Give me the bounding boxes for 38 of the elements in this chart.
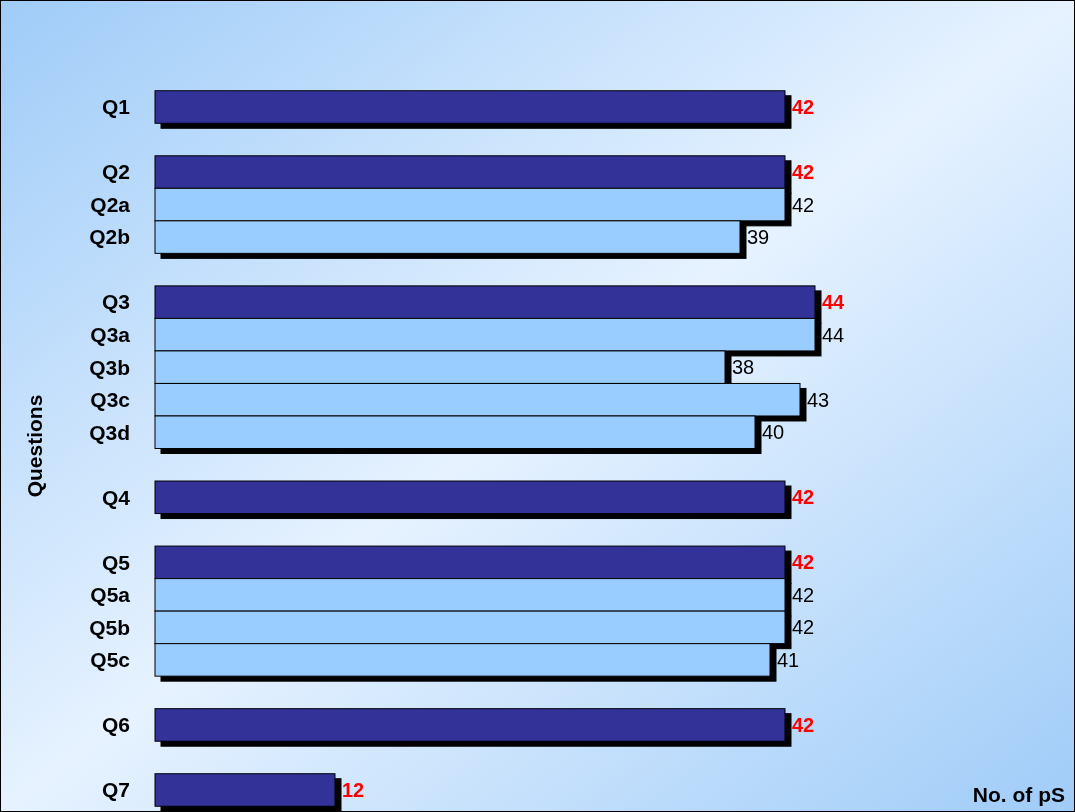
y-tick-label: Q6 [101, 713, 130, 737]
data-label: 42 [792, 551, 815, 574]
y-tick-label: Q2 [101, 160, 130, 184]
data-label: 42 [792, 193, 815, 216]
bar [154, 480, 786, 515]
data-label: 42 [792, 583, 815, 606]
data-label: 40 [762, 421, 785, 444]
data-label: 44 [822, 323, 845, 346]
y-tick-label: Q5a [90, 583, 131, 607]
data-label: 42 [792, 713, 815, 736]
y-axis-title: Questions [23, 394, 46, 498]
y-tick-label: Q5 [101, 550, 131, 574]
data-label: 43 [807, 388, 830, 411]
bar [154, 773, 336, 807]
data-label: 42 [792, 486, 815, 509]
data-label: 44 [822, 291, 846, 314]
y-tick-label: Q5b [89, 615, 130, 639]
y-tick-label: Q1 [101, 95, 131, 119]
data-label: 42 [792, 161, 815, 184]
text: No. of pS [972, 783, 1065, 806]
y-tick-label: Q2a [90, 192, 131, 216]
data-label: 42 [792, 616, 815, 639]
y-tick-label: Q5c [90, 648, 131, 672]
bar [154, 90, 786, 124]
y-tick-label: Q3 [101, 290, 130, 314]
bar [154, 708, 786, 742]
data-label: 42 [792, 96, 815, 119]
y-tick-label: Q3d [89, 420, 130, 444]
data-label: 12 [342, 778, 365, 801]
y-tick-label: Q2b [89, 225, 130, 249]
y-tick-label: Q4 [101, 485, 131, 509]
y-tick-label: Q3b [89, 355, 130, 379]
data-label: 41 [777, 648, 800, 671]
data-label: 39 [747, 226, 770, 249]
data-label: 38 [732, 356, 755, 379]
y-tick-label: Q7 [101, 778, 130, 802]
y-tick-label: Q3a [90, 323, 131, 347]
y-tick-label: Q3c [90, 388, 131, 412]
